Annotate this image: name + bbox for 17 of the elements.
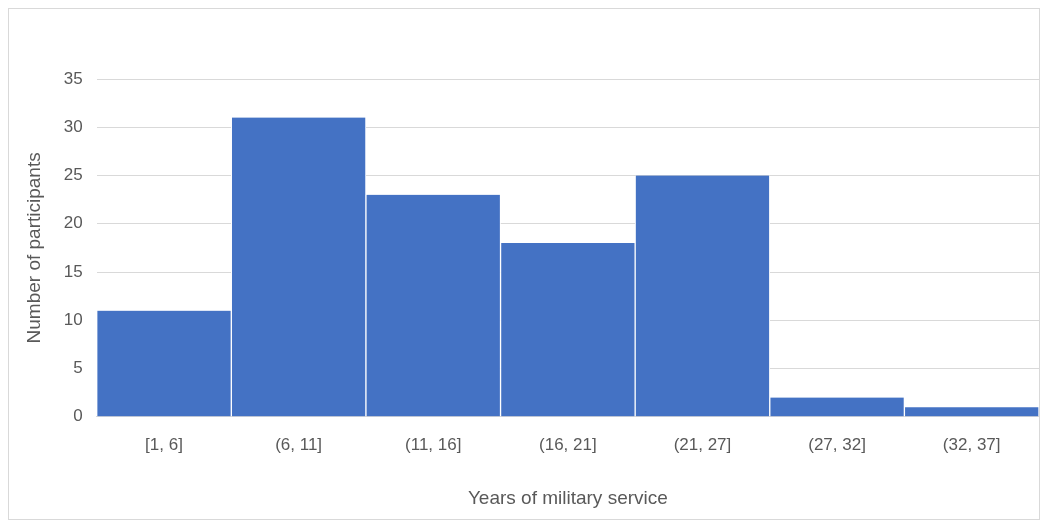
y-tick-label: 10 [63, 309, 83, 329]
y-tick-label: 5 [73, 358, 83, 378]
x-tick-label: (11, 16] [405, 434, 462, 454]
x-tick-label: (16, 21] [539, 434, 597, 454]
y-tick-label: 20 [63, 213, 83, 233]
y-axis-title: Number of participants [22, 152, 44, 344]
x-tick-label: (6, 11] [275, 434, 323, 454]
x-axis-title: Years of military service [467, 486, 668, 508]
x-tick-label: (21, 27] [673, 434, 732, 454]
x-tick-label: (32, 37] [942, 434, 1001, 454]
y-tick-label: 30 [63, 116, 83, 136]
y-tick-label: 35 [63, 68, 83, 88]
x-tick-label: [1, 6] [145, 434, 183, 454]
y-tick-label: 0 [73, 406, 83, 426]
y-tick-label: 15 [63, 261, 83, 281]
x-tick-label: (27, 32] [808, 434, 866, 454]
y-tick-label: 25 [63, 165, 83, 185]
